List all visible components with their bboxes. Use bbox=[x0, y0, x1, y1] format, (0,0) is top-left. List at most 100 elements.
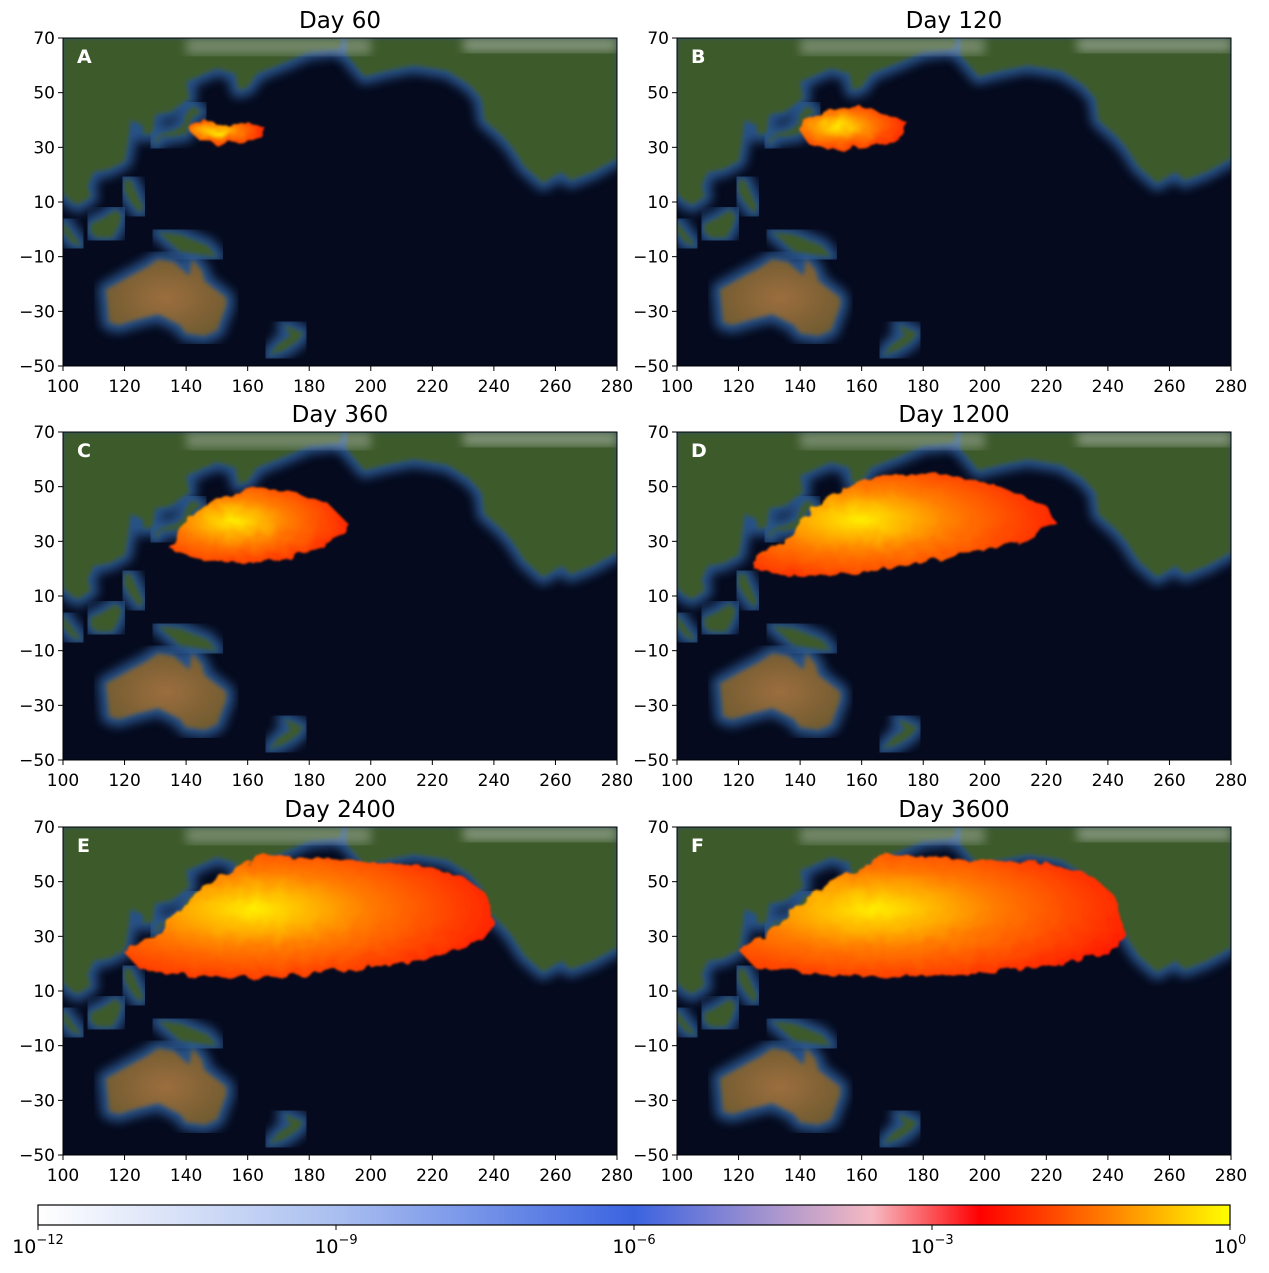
snow-canada bbox=[1077, 38, 1231, 52]
x-tick-label: 180 bbox=[293, 771, 325, 791]
land-newguinea bbox=[158, 232, 217, 257]
x-tick-label: 240 bbox=[1092, 1166, 1124, 1186]
land-namerica bbox=[346, 432, 617, 577]
land-japan bbox=[769, 500, 816, 539]
y-tick-label: 70 bbox=[33, 29, 55, 49]
land-borneo bbox=[90, 210, 122, 238]
x-tick-label: 240 bbox=[478, 377, 510, 397]
contamination-plume bbox=[189, 120, 267, 145]
panel-label: B bbox=[691, 46, 705, 68]
x-tick-label: 140 bbox=[784, 1166, 816, 1186]
map-panel-b: B Day 120 100 120 140 160 180 200 220 240 260 280 70… bbox=[633, 8, 1247, 397]
x-tick-label: 100 bbox=[661, 771, 693, 791]
contamination-plume bbox=[738, 854, 1127, 978]
snow-canada bbox=[1077, 827, 1231, 841]
x-tick-label: 120 bbox=[108, 377, 140, 397]
tick-base: 10 bbox=[314, 1236, 338, 1258]
land-australia bbox=[720, 259, 841, 336]
y-tick-label: 50 bbox=[33, 84, 55, 104]
tick-exponent: −9 bbox=[339, 1233, 358, 1248]
map-panel-f: F Day 3600 100 120 140 160 180 200 220 240 260 280 7… bbox=[633, 797, 1247, 1186]
panel-title: Day 2400 bbox=[284, 797, 395, 823]
tick-exponent: 0 bbox=[1238, 1233, 1246, 1248]
x-tick-label: 180 bbox=[907, 1166, 939, 1186]
land-philippines bbox=[738, 180, 757, 213]
land-asia bbox=[63, 432, 344, 599]
y-tick-label: −30 bbox=[19, 696, 55, 716]
land-australia bbox=[106, 1048, 227, 1125]
x-tick-label: 120 bbox=[108, 1166, 140, 1186]
x-tick-label: 200 bbox=[969, 1166, 1001, 1186]
tick-exponent: −6 bbox=[637, 1233, 656, 1248]
x-tick-label: 140 bbox=[170, 771, 202, 791]
y-tick-label: 70 bbox=[647, 818, 669, 838]
x-tick-label: 160 bbox=[231, 771, 263, 791]
y-tick-label: 50 bbox=[647, 478, 669, 498]
y-tick-label: −10 bbox=[19, 1037, 55, 1057]
land-japan bbox=[155, 500, 202, 539]
panel-title: Day 1200 bbox=[898, 402, 1009, 428]
map-panel-a: A Day 60 100 120 140 160 180 200 220 240 260 280 70 5… bbox=[19, 8, 633, 397]
y-tick-label: 70 bbox=[33, 818, 55, 838]
x-tick-label: 240 bbox=[1092, 377, 1124, 397]
land-newguinea bbox=[772, 1021, 831, 1046]
y-tick-label: −30 bbox=[633, 302, 669, 322]
land-philippines bbox=[124, 969, 143, 1002]
map-image bbox=[63, 827, 617, 1155]
snow-canada bbox=[463, 432, 617, 446]
land-philippines bbox=[124, 180, 143, 213]
land-australia bbox=[720, 1048, 841, 1125]
land-japan bbox=[155, 106, 202, 145]
x-tick-label: 100 bbox=[661, 377, 693, 397]
y-tick-label: −50 bbox=[633, 751, 669, 771]
land-namerica bbox=[346, 38, 617, 183]
land-newzealand bbox=[269, 719, 304, 750]
colorbar: 10−12 10−9 10−6 10−3 100 bbox=[12, 1204, 1246, 1258]
x-tick-label: 100 bbox=[47, 1166, 79, 1186]
x-tick-label: 240 bbox=[478, 1166, 510, 1186]
colorbar-tick-label: 10−9 bbox=[314, 1233, 357, 1258]
y-tick-label: 30 bbox=[647, 138, 669, 158]
y-tick-label: 30 bbox=[647, 927, 669, 947]
map-image bbox=[677, 38, 1231, 366]
x-tick-label: 240 bbox=[478, 771, 510, 791]
land-australia bbox=[720, 653, 841, 730]
x-tick-label: 280 bbox=[601, 377, 633, 397]
land-sumatra bbox=[63, 1010, 82, 1035]
contamination-plume bbox=[170, 486, 350, 564]
x-tick-label: 220 bbox=[416, 771, 448, 791]
x-tick-label: 220 bbox=[416, 1166, 448, 1186]
y-tick-label: −50 bbox=[19, 1146, 55, 1166]
map-panel-e: E Day 2400 100 120 140 160 180 200 220 240 260 280 7… bbox=[19, 797, 633, 1186]
x-tick-label: 280 bbox=[1215, 771, 1247, 791]
x-tick-label: 180 bbox=[293, 1166, 325, 1186]
y-tick-label: −10 bbox=[19, 248, 55, 268]
map-image bbox=[63, 432, 617, 760]
x-tick-label: 260 bbox=[539, 377, 571, 397]
y-tick-label: −30 bbox=[633, 696, 669, 716]
land-namerica bbox=[960, 827, 1231, 972]
panel-label: E bbox=[77, 835, 90, 857]
snow-siberia bbox=[800, 432, 985, 449]
y-tick-label: −10 bbox=[19, 642, 55, 662]
x-tick-label: 280 bbox=[601, 1166, 633, 1186]
x-tick-label: 220 bbox=[1030, 1166, 1062, 1186]
panel-label: F bbox=[691, 835, 704, 857]
land-australia bbox=[106, 653, 227, 730]
land-borneo bbox=[704, 604, 736, 632]
land-philippines bbox=[124, 574, 143, 607]
y-tick-label: 10 bbox=[647, 587, 669, 607]
y-tick-label: −50 bbox=[19, 357, 55, 377]
y-tick-label: 10 bbox=[33, 193, 55, 213]
y-tick-label: 30 bbox=[33, 138, 55, 158]
x-tick-label: 240 bbox=[1092, 771, 1124, 791]
colorbar-tick-label: 10−12 bbox=[12, 1233, 64, 1258]
x-tick-label: 160 bbox=[845, 771, 877, 791]
land-japan bbox=[769, 106, 816, 145]
x-tick-label: 200 bbox=[355, 771, 387, 791]
tick-exponent: −12 bbox=[36, 1233, 63, 1248]
x-tick-label: 260 bbox=[539, 1166, 571, 1186]
map-image bbox=[677, 432, 1231, 760]
x-tick-label: 140 bbox=[170, 1166, 202, 1186]
